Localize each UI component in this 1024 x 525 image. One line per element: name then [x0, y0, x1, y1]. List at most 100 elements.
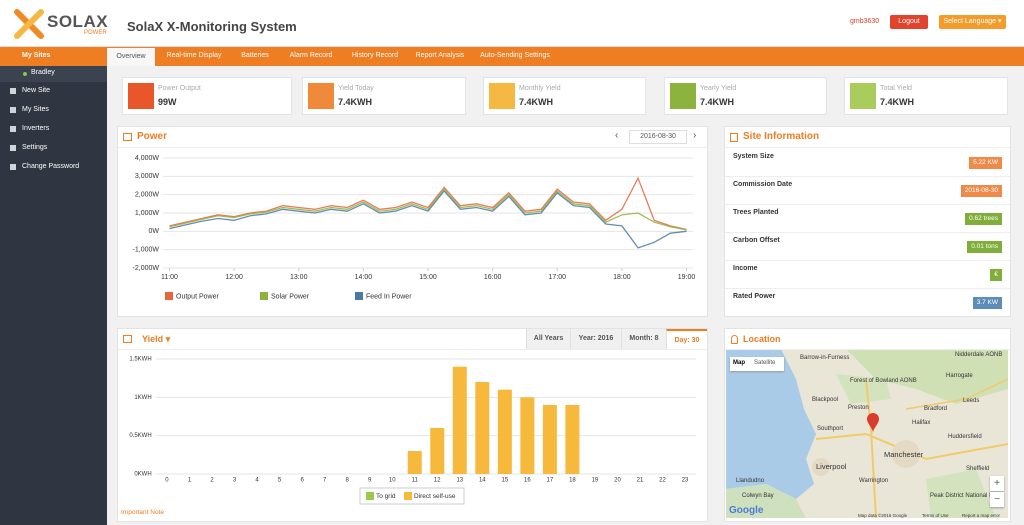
- sidebar-group[interactable]: My Sites: [0, 47, 107, 66]
- panel-title[interactable]: Yield ▾: [142, 334, 171, 344]
- legend-label: Direct self-use: [414, 493, 456, 500]
- info-badge: 0.62 trees: [965, 213, 1002, 225]
- x-tick-label: 4: [255, 478, 259, 484]
- sidebar-item[interactable]: My Sites: [22, 106, 49, 113]
- panel-icon: [123, 133, 132, 141]
- tab[interactable]: Real-time Display: [166, 52, 222, 59]
- card-icon: [308, 83, 334, 109]
- map-place: Bradford: [924, 406, 948, 412]
- y-tick-label: 0KWH: [134, 472, 151, 478]
- zoom-button[interactable]: +: [990, 476, 1004, 491]
- map-place: Southport: [817, 426, 844, 432]
- panel-title: Power: [137, 131, 168, 142]
- map-attribution: Map data ©2016 Google: [858, 513, 908, 518]
- panel-icon: [123, 335, 132, 343]
- line-series: [169, 188, 687, 231]
- card-value: 7.4KWH: [700, 97, 735, 107]
- y-tick-label: 0.5KWH: [129, 433, 151, 439]
- logo-sub: POWER: [84, 30, 107, 36]
- x-tick-label: 12:00: [225, 274, 243, 281]
- panel-icon: [730, 133, 738, 142]
- logout-button[interactable]: Logout: [890, 15, 928, 29]
- info-label: Commission Date: [733, 181, 793, 188]
- line-series: [169, 189, 687, 249]
- x-tick-label: 10: [389, 478, 396, 484]
- sidebar-item[interactable]: Change Password: [22, 163, 80, 170]
- app-title: SolaX X-Monitoring System: [127, 19, 297, 34]
- panel-header-line: [725, 349, 1010, 350]
- info-label: Income: [733, 265, 758, 272]
- legend-swatch: [355, 292, 363, 300]
- x-tick-label: 5: [278, 478, 282, 484]
- x-tick-label: 16:00: [484, 274, 502, 281]
- x-tick-label: 9: [368, 478, 372, 484]
- sidebar-item[interactable]: Inverters: [22, 125, 50, 132]
- y-tick-label: -1,000W: [133, 247, 160, 254]
- info-badge: 2016-08-30: [960, 185, 1002, 197]
- sidebar-item[interactable]: Settings: [22, 144, 48, 151]
- panel-icon: [731, 335, 738, 344]
- zoom-button[interactable]: −: [990, 492, 1004, 507]
- map-place: Barrow-in-Furness: [800, 355, 850, 361]
- date-box[interactable]: 2016-08-30: [629, 130, 687, 144]
- logo-text: SOLAX: [47, 12, 109, 31]
- map-link[interactable]: Report a map error: [962, 513, 1001, 518]
- x-tick-label: 19: [592, 478, 599, 484]
- bar-segment: [430, 428, 445, 474]
- sidebar-item[interactable]: New Site: [22, 87, 51, 94]
- language-button[interactable]: Select Language ▾: [939, 15, 1006, 29]
- user-name[interactable]: gmb3630: [850, 18, 880, 25]
- date-next[interactable]: ›: [693, 130, 697, 141]
- map-place: Warrington: [859, 478, 889, 484]
- panel-title: Location: [743, 334, 781, 344]
- info-label: Carbon Offset: [733, 237, 780, 244]
- info-label: System Size: [733, 153, 774, 160]
- x-tick-label: 17:00: [549, 274, 567, 281]
- yield-filter[interactable]: All Years: [526, 329, 570, 349]
- map-button[interactable]: Map: [733, 360, 745, 366]
- card-label: Power Output: [158, 85, 201, 92]
- yield-filter[interactable]: Month: 8: [621, 329, 666, 349]
- tab-active[interactable]: Overview: [107, 48, 155, 66]
- x-tick-label: 20: [614, 478, 621, 484]
- panel-header-line: [118, 147, 707, 148]
- x-tick-label: 19:00: [678, 274, 696, 281]
- map-place: Blackpool: [812, 397, 839, 403]
- y-tick-label: 0W: [149, 228, 160, 235]
- important-note[interactable]: Important Note: [121, 509, 164, 516]
- card-label: Yield Today: [338, 85, 374, 92]
- x-tick-label: 14:00: [355, 274, 373, 281]
- info-badge: €: [990, 269, 1002, 281]
- map-link[interactable]: Terms of Use: [922, 513, 949, 518]
- site-link[interactable]: Bradley: [31, 69, 55, 76]
- sidebar-active-row: [0, 66, 107, 82]
- x-tick-label: 0: [165, 478, 169, 484]
- sidebar-icon: [10, 126, 16, 132]
- tab[interactable]: History Record: [351, 52, 399, 59]
- x-tick-label: 12: [434, 478, 441, 484]
- card-label: Yearly Yield: [700, 85, 737, 92]
- panel-header-line: [725, 147, 1010, 148]
- map-place: Preston: [848, 405, 869, 411]
- card-value: 99W: [158, 97, 177, 107]
- map-type-box: [730, 357, 784, 371]
- legend-label: Feed In Power: [366, 293, 412, 300]
- map-button[interactable]: Satellite: [754, 360, 776, 366]
- tab[interactable]: Batteries: [241, 52, 269, 59]
- card-icon: [850, 83, 876, 109]
- sidebar-icon: [10, 145, 16, 151]
- card-label: Total Yield: [880, 85, 912, 92]
- y-tick-label: 1,000W: [135, 210, 160, 217]
- legend-label: To grid: [376, 493, 396, 500]
- yield-filter[interactable]: Day: 30: [666, 329, 707, 349]
- row-separator: [725, 204, 1010, 205]
- tab[interactable]: Report Analysis: [415, 52, 465, 59]
- date-prev[interactable]: ‹: [615, 130, 619, 141]
- panel-header-line: [118, 349, 707, 350]
- legend-label: Solar Power: [271, 293, 310, 300]
- x-tick-label: 7: [323, 478, 327, 484]
- tab[interactable]: Alarm Record: [289, 52, 333, 59]
- map-place: Peak District National Park: [930, 493, 1002, 499]
- yield-filter[interactable]: Year: 2016: [570, 329, 621, 349]
- tab[interactable]: Auto-Sending Settings: [480, 52, 550, 59]
